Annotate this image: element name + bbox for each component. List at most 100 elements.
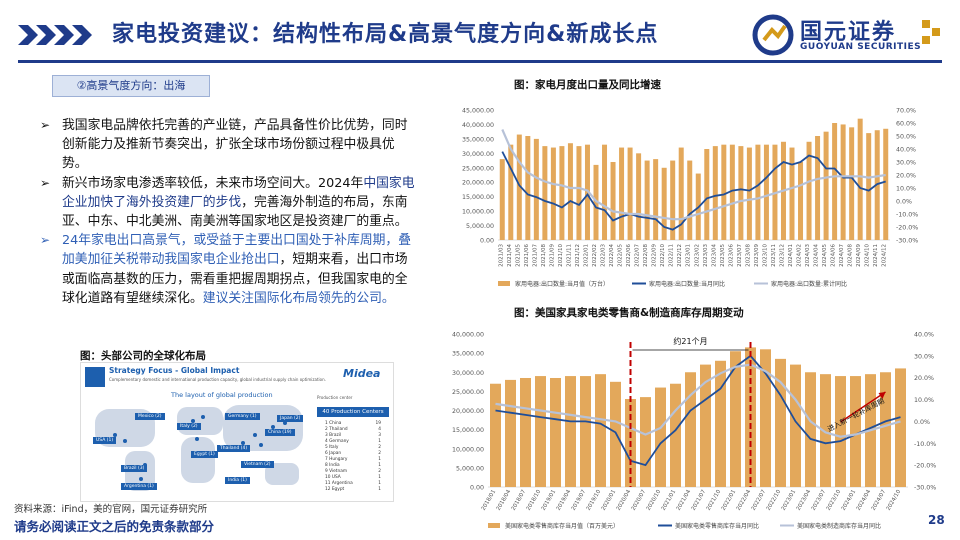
midea-global-layout: Strategy Focus - Global Impact Complemen… <box>80 362 394 502</box>
bar <box>580 376 591 487</box>
y-left-tick-label: 45,000.00 <box>462 108 494 115</box>
x-tick-label: 2023/02 <box>694 244 700 267</box>
region-label: Vietnam (2) <box>241 461 274 468</box>
bar <box>640 397 651 487</box>
center-count: 1 <box>378 481 381 486</box>
bar <box>738 146 744 240</box>
bar <box>653 159 659 240</box>
bar <box>619 147 625 240</box>
y-right-tick-label: 10.0% <box>896 186 916 193</box>
x-tick-label: 2024/06 <box>831 244 837 267</box>
x-tick-label: 2024/05 <box>822 244 828 267</box>
y-right-tick-label: -20.0% <box>896 225 918 232</box>
bar <box>644 160 650 240</box>
bar <box>730 351 741 487</box>
region-label: Brazil (3) <box>121 465 148 472</box>
guoyuan-logo: 国元证券 GUOYUAN SECURITIES <box>752 14 942 58</box>
center-count: 1 <box>378 439 381 444</box>
logo-squares-icon <box>922 20 940 44</box>
x-tick-label: 2021/08 <box>541 244 547 267</box>
header-divider <box>18 60 942 63</box>
bar <box>559 146 565 240</box>
center-row: 4 Germany 1 <box>325 439 381 445</box>
center-row: 12 Egypt 1 <box>325 487 381 493</box>
x-tick-label: 2024/08 <box>848 244 854 267</box>
midea-subheading: Complementary domestic and international… <box>109 377 326 382</box>
page-title: 家电投资建议：结构性布局&高景气度方向&新成长点 <box>112 22 659 47</box>
x-tick-label: 2024/12 <box>882 244 888 267</box>
bar <box>760 349 771 487</box>
bar <box>567 143 573 240</box>
guoyuan-logo-icon <box>752 14 794 56</box>
section-tag: ②高景气度方向：出海 <box>52 75 210 97</box>
x-tick-label: 2023/11 <box>771 244 777 267</box>
bar <box>823 131 829 240</box>
bar <box>576 146 582 240</box>
legend-label: 美国家电类零售商库存当月同比 <box>675 522 759 530</box>
bar <box>520 377 531 487</box>
series-line <box>501 151 886 231</box>
x-tick-label: 2024/09 <box>856 244 862 267</box>
y-left-tick-label: 5,000.00 <box>466 223 494 230</box>
bar <box>593 164 599 240</box>
center-count: 1 <box>378 475 381 480</box>
y-right-tick-label: 30.0% <box>914 353 934 360</box>
x-tick-label: 2022/07 <box>635 244 641 267</box>
x-tick-label: 2021/06 <box>524 244 530 267</box>
bar <box>490 383 501 487</box>
bar <box>610 381 621 487</box>
bar <box>729 144 735 240</box>
bar <box>775 358 786 487</box>
y-right-tick-label: 60.0% <box>896 121 916 128</box>
center-country: 3 Brazil <box>325 433 342 438</box>
region-label: Germany (1) <box>225 413 260 420</box>
chart1-title: 图：家电月度出口量及同比增速 <box>514 79 661 91</box>
legend-label: 家用电器:出口数量:当月值（万台） <box>515 280 609 288</box>
center-country: 5 Italy <box>325 445 339 450</box>
bar <box>763 144 769 240</box>
bar <box>895 368 906 487</box>
bullet-item: ➢ 24年家电出口高景气，或受益于主要出口国处于补库周期，叠加美加征关税带动我国… <box>38 231 418 308</box>
legend-label: 家用电器:出口数量:累计同比 <box>771 280 847 288</box>
x-tick-label: 2022/01 <box>583 244 589 267</box>
center-row: 2 Thailand 4 <box>325 427 381 433</box>
y-right-tick-label: 20.0% <box>914 375 934 382</box>
center-count: 1 <box>378 487 381 492</box>
bar <box>499 159 505 240</box>
center-country: 1 China <box>325 421 342 426</box>
bullet-marker: ➢ <box>40 175 51 190</box>
x-tick-label: 2021/03 <box>498 244 504 267</box>
x-tick-label: 2023/03 <box>703 244 709 267</box>
bar <box>755 144 761 240</box>
us-inventory-chart: 0.00 5,000.00 10,000.00 15,000.00 20,000.00 2… <box>452 332 936 531</box>
x-tick-label: 2022/04 <box>609 244 615 267</box>
midea-heading: Strategy Focus - Global Impact <box>109 366 240 375</box>
x-tick-label: 2021/09 <box>549 244 555 267</box>
x-tick-label: 2023/01 <box>686 244 692 267</box>
x-tick-label: 2023/10 <box>762 244 768 267</box>
y-left-tick-label: 5,000.00 <box>456 465 484 472</box>
region-label: Japan (2) <box>277 415 304 422</box>
center-country: 8 India <box>325 463 340 468</box>
bar <box>685 372 696 487</box>
center-country: 7 Hungary <box>325 457 348 462</box>
bar <box>849 127 855 240</box>
bar <box>670 160 676 240</box>
x-tick-label: 2021/04 <box>507 244 513 267</box>
x-tick-label: 2024/01 <box>788 244 794 267</box>
bar <box>610 162 616 240</box>
bar <box>806 141 812 240</box>
x-tick-label: 2023/06 <box>728 244 734 267</box>
y-left-tick-label: 15,000.00 <box>462 194 494 201</box>
region-labels-east: Germany (1) Thailand (4) Vietnam (2) Chi… <box>135 413 315 497</box>
bar <box>525 136 531 240</box>
x-tick-label: 2022/06 <box>626 244 632 267</box>
region-label: India (1) <box>225 477 250 484</box>
export-volume-chart: 0.00 5,000.00 10,000.00 15,000.00 20,000.00 2… <box>462 108 918 289</box>
bar <box>798 162 804 240</box>
bar <box>704 149 710 240</box>
x-tick-label: 2023/05 <box>720 244 726 267</box>
production-center-table: 1 China 19 2 Thailand 4 3 Brazil 3 4 Germany 1 5… <box>325 421 381 493</box>
bar <box>832 123 838 240</box>
bullet-item: ➢ 我国家电品牌依托完善的产业链，产品具备性价比优势，同时创新能力及推新节奏突出… <box>38 116 418 174</box>
